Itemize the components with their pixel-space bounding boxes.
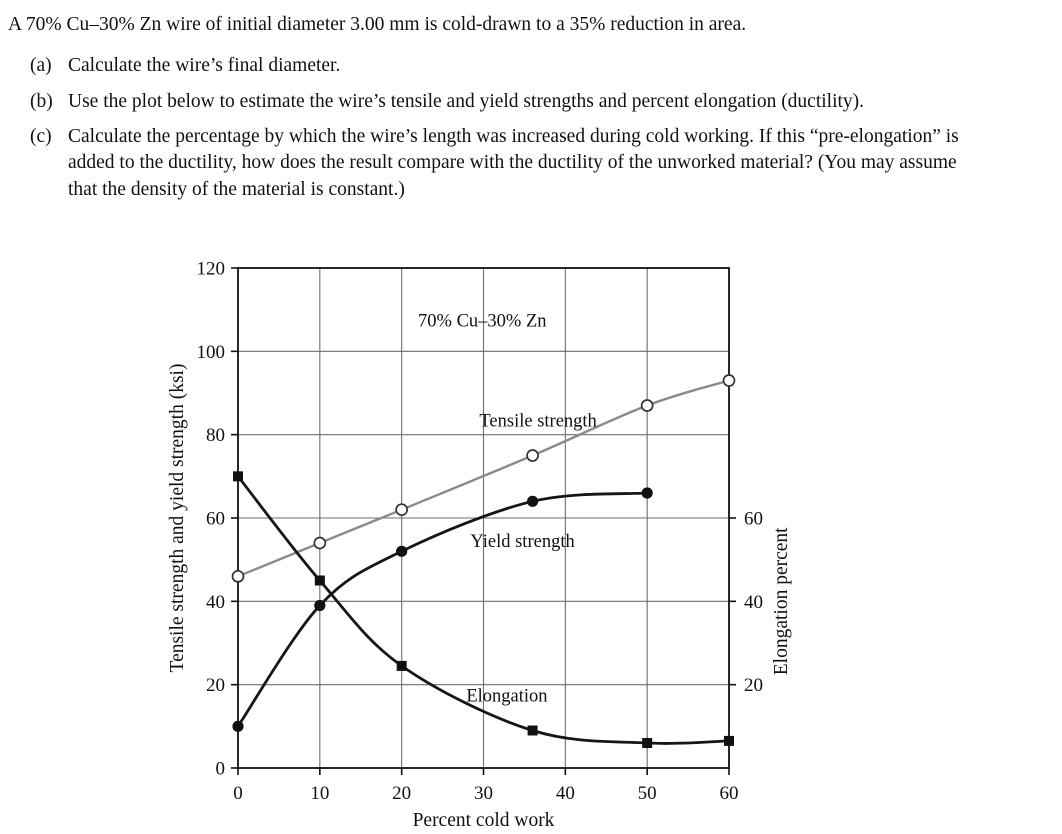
x-axis-tick-label: 10 <box>310 783 329 804</box>
marker-open-circle-tensile-strength <box>722 374 736 387</box>
marker-filled-square-elongation <box>527 725 538 736</box>
part-c-label: (c) <box>30 125 52 147</box>
y-axis-tick-label: 60 <box>206 509 225 530</box>
marker-filled-square-elongation <box>233 471 243 482</box>
part-a-label: (a) <box>30 55 52 77</box>
right-axis-tick-label: 20 <box>744 675 763 696</box>
cold-work-strength-chart: 0 20 40 60 80 100 120 0 10 20 30 40 50 60 20 40 60 70% Cu… <box>0 248 1062 834</box>
part-b-text: Use the plot below to estimate the wire’… <box>68 90 865 112</box>
marker-filled-circle-yield-strength <box>396 545 408 557</box>
part-c: (c) Calculate the percentage by which th… <box>30 124 1052 203</box>
y-axis-tick-label: 20 <box>206 675 225 696</box>
part-c-text: Calculate the percentage by which the wi… <box>68 125 959 200</box>
y-axis-tick-label: 40 <box>206 592 225 613</box>
marker-open-circle-tensile-strength <box>313 536 327 550</box>
y-axis-tick-label: 0 <box>216 759 226 780</box>
right-axis-tick-label: 60 <box>744 509 763 530</box>
x-axis-tick-label: 50 <box>638 783 657 804</box>
chart-annotation-yield-strength: Yield strength <box>470 532 574 552</box>
marker-open-circle-tensile-strength <box>640 399 654 412</box>
chart-canvas: 0 20 40 60 80 100 120 0 10 20 30 40 50 60 20 40 60 70% Cu… <box>167 259 792 832</box>
marker-filled-square-elongation <box>724 735 734 746</box>
part-b: (b) Use the plot below to estimate the w… <box>30 89 1052 115</box>
marker-filled-square-elongation <box>314 575 325 586</box>
marker-filled-circle-yield-strength <box>314 599 326 612</box>
problem-intro: A 70% Cu–30% Zn wire of initial diameter… <box>8 14 747 35</box>
x-axis-label: Percent cold work <box>413 810 555 831</box>
marker-filled-circle-yield-strength <box>232 720 244 732</box>
marker-open-circle-tensile-strength <box>231 569 245 583</box>
chart-annotation-70-cu-30-zn: 70% Cu–30% Zn <box>418 311 546 331</box>
marker-filled-circle-yield-strength <box>527 495 539 507</box>
x-axis-tick-label: 60 <box>720 783 739 804</box>
right-axis-tick-label: 40 <box>744 592 763 613</box>
marker-filled-circle-yield-strength <box>641 487 653 499</box>
problem-statement: A 70% Cu–30% Zn wire of initial diameter… <box>0 0 1062 203</box>
chart-annotation-tensile-strength: Tensile strength <box>479 411 596 431</box>
part-b-label: (b) <box>30 90 53 112</box>
marker-open-circle-tensile-strength <box>526 449 539 462</box>
y-axis-tick-label: 80 <box>206 425 225 446</box>
part-a-text: Calculate the wire’s final diameter. <box>68 55 341 77</box>
x-axis-tick-label: 30 <box>474 783 493 804</box>
marker-open-circle-tensile-strength <box>395 503 409 517</box>
y-axis-tick-label: 120 <box>197 259 226 280</box>
x-axis-tick-label: 40 <box>556 783 575 804</box>
y-axis-label-right: Elongation percent <box>771 527 792 675</box>
marker-filled-square-elongation <box>642 738 653 748</box>
part-a: (a) Calculate the wire’s final diameter. <box>30 53 1052 79</box>
y-axis-label-left: Tensile strength and yield strength (ksi… <box>167 364 188 673</box>
x-axis-tick-label: 0 <box>233 783 243 804</box>
marker-filled-square-elongation <box>396 660 407 671</box>
chart-annotation-elongation: Elongation <box>466 686 547 706</box>
y-axis-tick-label: 100 <box>197 342 226 363</box>
x-axis-tick-label: 20 <box>392 783 411 804</box>
